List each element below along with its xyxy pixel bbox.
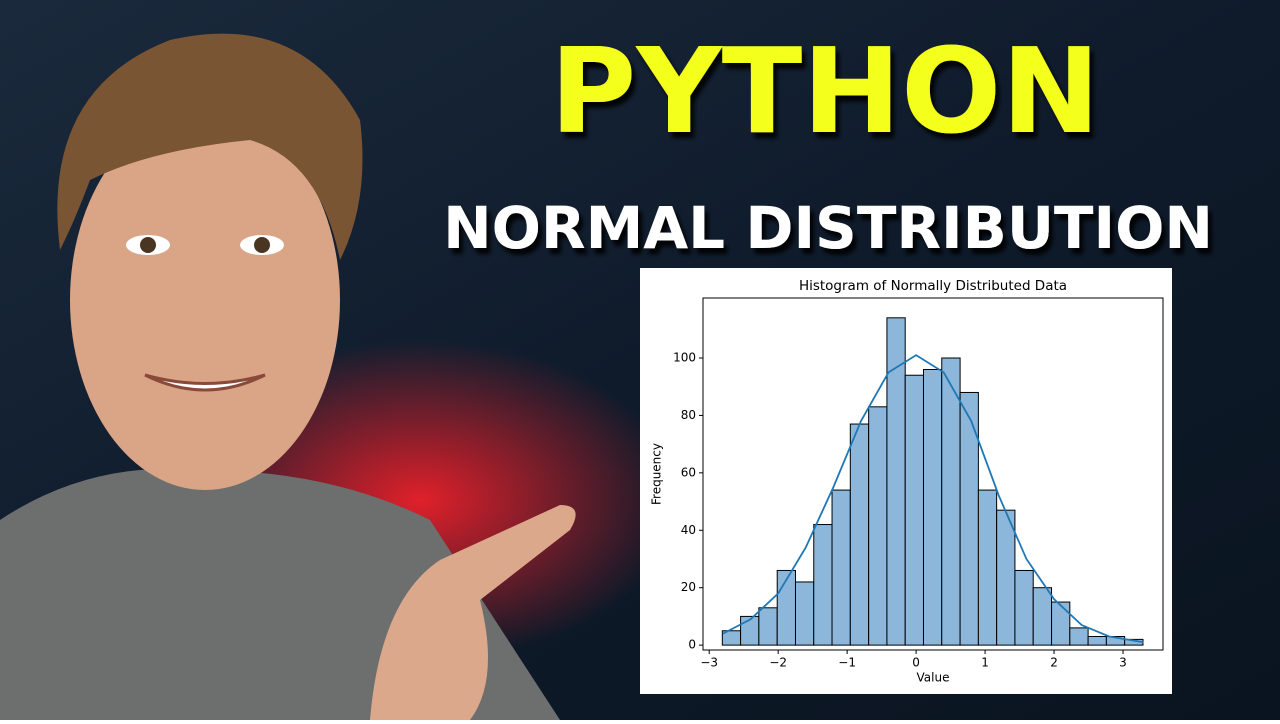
bar bbox=[904, 374, 924, 646]
bar bbox=[996, 509, 1016, 646]
chart-title: Histogram of Normally Distributed Data bbox=[799, 278, 1067, 294]
y-tick-label: 100 bbox=[673, 351, 696, 365]
bar bbox=[922, 368, 943, 646]
x-tick-label: 0 bbox=[912, 656, 920, 670]
bar bbox=[1032, 587, 1053, 646]
bar bbox=[959, 391, 979, 646]
bar bbox=[813, 524, 833, 646]
x-tick-label: 2 bbox=[1050, 656, 1058, 670]
bar bbox=[941, 357, 961, 646]
x-tick-label: −1 bbox=[838, 656, 856, 670]
y-tick-label: 0 bbox=[688, 638, 696, 652]
bar bbox=[1069, 627, 1089, 646]
bar bbox=[1051, 601, 1071, 646]
x-axis-label: Value bbox=[917, 671, 950, 685]
x-tick-label: −2 bbox=[769, 656, 787, 670]
bar bbox=[1014, 569, 1034, 646]
bar bbox=[1087, 636, 1107, 646]
bar bbox=[849, 423, 870, 646]
y-tick-label: 60 bbox=[681, 465, 696, 479]
y-tick-label: 80 bbox=[681, 408, 696, 422]
y-axis-label: Frequency bbox=[650, 443, 664, 505]
bar bbox=[776, 569, 796, 646]
bar bbox=[868, 406, 888, 646]
plot-frame bbox=[702, 297, 1164, 651]
subheadline: NORMAL DISTRIBUTION bbox=[443, 194, 1213, 262]
x-tick-label: −3 bbox=[700, 656, 718, 670]
x-tick-label: 3 bbox=[1119, 656, 1127, 670]
kde-line bbox=[722, 354, 1144, 644]
bar bbox=[758, 607, 778, 646]
y-tick-label: 40 bbox=[681, 523, 696, 537]
x-tick-label: 1 bbox=[981, 656, 989, 670]
bar bbox=[977, 489, 998, 646]
chart: Histogram of Normally Distributed Data V… bbox=[650, 278, 1164, 685]
bar bbox=[831, 489, 851, 646]
y-tick-label: 20 bbox=[681, 580, 696, 594]
person bbox=[0, 33, 576, 720]
headline: PYTHON bbox=[550, 22, 1100, 160]
bar bbox=[794, 581, 815, 646]
